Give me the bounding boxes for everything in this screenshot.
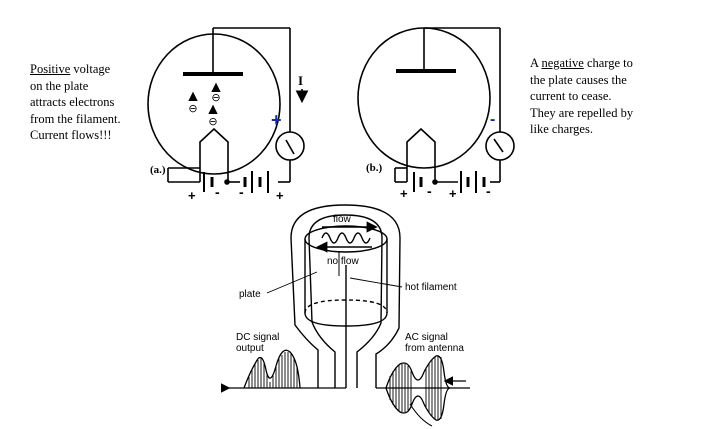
meter-a-needle: [285, 139, 295, 155]
flow-label: flow: [333, 214, 352, 225]
dc-signal-label-2: output: [236, 343, 264, 354]
right-note-prefix: A: [530, 56, 542, 70]
right-note-line3: current to cease.: [530, 89, 612, 103]
ac-signal-tail: [409, 403, 433, 427]
left-note-line4: from the filament.: [30, 111, 121, 126]
filament-a: [199, 127, 229, 151]
ac-signal-hatching: [389, 356, 442, 420]
dc-signal-waveform: [243, 349, 301, 389]
circuit-b: [357, 27, 515, 193]
tube-envelope-inner: [308, 214, 383, 388]
left-note-line5: Current flows!!!: [30, 128, 112, 142]
battery-a-sign-4: +: [276, 188, 284, 203]
right-note-line2: the plate causes the: [530, 72, 627, 87]
left-note-line1: Positive voltage: [30, 61, 158, 78]
no-flow-label: no flow: [327, 256, 359, 267]
flow-wave: [321, 232, 371, 244]
meter-a-polarity: +: [271, 110, 282, 130]
electron-a2: ⊖: [211, 92, 220, 104]
current-label-a: I: [298, 73, 303, 88]
meter-b-polarity: -: [490, 111, 495, 128]
ac-signal-lower: [385, 387, 451, 421]
battery-a-sign-2: -: [215, 184, 220, 200]
dc-signal-hatching: [248, 352, 298, 388]
right-note-line1: A negative charge to: [530, 55, 660, 72]
filament-b: [406, 127, 436, 151]
circuit-a: [147, 27, 309, 193]
left-note-line3: attracts electrons: [30, 95, 115, 109]
electron-a3: ⊖: [208, 116, 217, 128]
meter-b: [485, 131, 515, 161]
battery-a-sign-1: +: [188, 188, 196, 203]
circuit-a-label: (a.): [150, 164, 166, 176]
dc-signal-label-1: DC signal: [236, 332, 279, 343]
ac-signal-upper: [385, 355, 451, 389]
circuit-b-label: (b.): [366, 162, 383, 174]
filament-leader: [349, 277, 403, 288]
left-note-line2: on the plate: [30, 78, 89, 93]
right-note-line1-rest: charge to: [583, 56, 633, 70]
battery-b-sign-4: -: [486, 183, 491, 199]
plate-leader: [266, 271, 318, 294]
plate-label: plate: [239, 289, 261, 300]
electron-a1: ⊖: [188, 103, 197, 115]
positive-emphasis: Positive: [30, 62, 71, 76]
right-note-line5: like charges.: [530, 122, 593, 136]
battery-b-sign-2: -: [427, 183, 432, 199]
left-note-line1-rest: voltage: [70, 62, 111, 76]
ac-signal-label-2: from antenna: [405, 343, 464, 354]
hot-filament-label: hot filament: [405, 282, 457, 293]
negative-charge-note: A negative charge to the plate causes th…: [530, 55, 660, 138]
meter-b-needle: [493, 138, 504, 153]
battery-a-sign-3: -: [239, 184, 244, 200]
battery-b-sign-1: +: [400, 186, 408, 201]
positive-voltage-note: Positive voltage on the plate attracts e…: [30, 61, 158, 144]
right-note-line4: They are repelled by: [530, 105, 634, 120]
tube-envelope-outer: [290, 204, 401, 388]
ac-signal-label-1: AC signal: [405, 332, 448, 343]
battery-b-sign-3: +: [449, 186, 457, 201]
diode-tube: [220, 204, 470, 427]
negative-emphasis: negative: [541, 56, 584, 70]
tube-a-envelope: [147, 33, 281, 175]
